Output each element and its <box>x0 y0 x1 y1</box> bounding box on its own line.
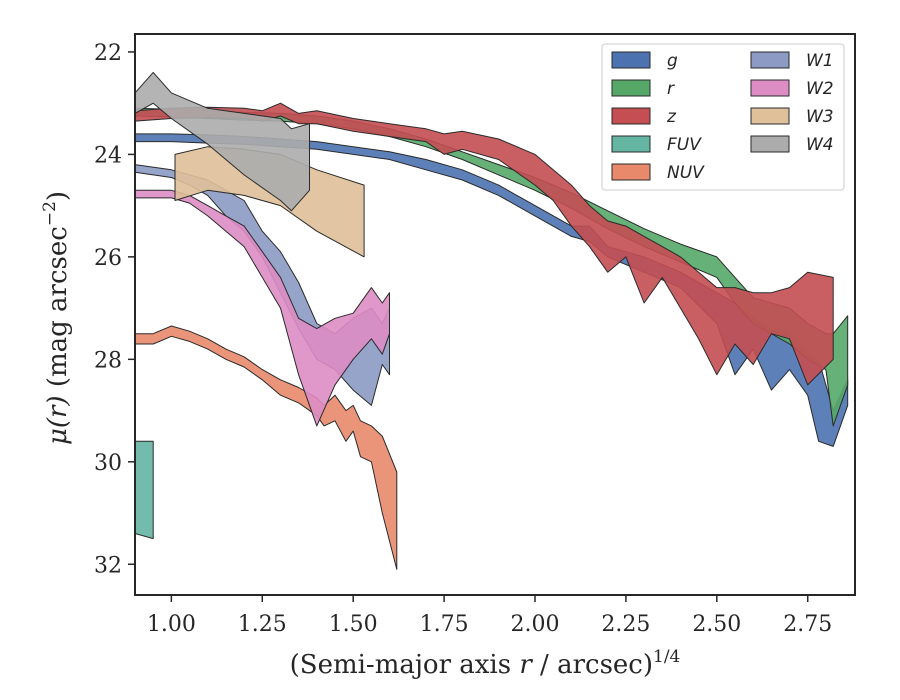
plot-frame <box>134 33 856 596</box>
legend-swatch-g <box>611 51 651 69</box>
legend-swatch-r <box>611 79 651 97</box>
legend-label-nuv: NUV <box>667 163 705 183</box>
band-series-group <box>134 71 849 570</box>
y-tick-label: 22 <box>94 41 122 66</box>
legend-label-w4: W4 <box>806 135 834 155</box>
legend-swatch-w2 <box>750 79 790 97</box>
legend-label-r: r <box>667 79 675 99</box>
y-tick-label: 30 <box>94 451 122 476</box>
x-tick-label: 1.50 <box>329 612 378 637</box>
legend-label-g: g <box>667 51 678 71</box>
x-tick-label: 1.75 <box>420 612 469 637</box>
x-tick-label: 2.25 <box>601 612 650 637</box>
legend-label-w2: W2 <box>806 79 834 99</box>
y-axis: 22 24 26 28 30 32 <box>94 41 135 578</box>
legend-label-w1: W1 <box>806 51 834 71</box>
band-z <box>134 102 834 386</box>
band-nuv <box>134 325 398 570</box>
legend-swatch-nuv <box>611 163 651 181</box>
x-label-text: (Semi-major axis <box>290 650 520 680</box>
band-w4 <box>134 71 310 212</box>
x-axis: 1.00 1.25 1.50 1.75 2.00 2.25 2.50 2.75 <box>147 595 832 637</box>
legend-swatch-fuv <box>611 135 651 153</box>
legend-swatch-w1 <box>750 51 790 69</box>
y-tick-label: 26 <box>94 246 122 271</box>
x-label-text-end: / arcsec) <box>532 650 653 680</box>
y-label-symbol: μ(r) <box>43 395 73 445</box>
legend: grz FUV NUV W1 W2 W3 W4 <box>601 43 845 191</box>
legend-items: grz FUV NUV W1 W2 W3 W4 <box>611 51 834 183</box>
legend-swatch-w3 <box>750 107 790 125</box>
y-tick-label: 32 <box>94 553 122 578</box>
y-label-unit: (mag arcsec <box>43 226 73 395</box>
x-axis-label: (Semi-major axis r / arcsec)1/4 <box>290 647 681 680</box>
x-tick-label: 2.50 <box>692 612 741 637</box>
x-label-variable: r <box>519 650 533 680</box>
legend-swatch-z <box>611 107 651 125</box>
x-tick-label: 1.00 <box>147 612 196 637</box>
legend-swatch-w4 <box>750 135 790 153</box>
y-tick-label: 28 <box>94 348 122 373</box>
band-w2 <box>134 189 390 427</box>
x-tick-label: 2.75 <box>783 612 832 637</box>
y-tick-label: 24 <box>94 143 122 168</box>
legend-label-z: z <box>666 107 677 127</box>
x-label-exponent: 1/4 <box>653 647 680 667</box>
legend-label-fuv: FUV <box>667 135 702 155</box>
x-tick-label: 2.00 <box>511 612 560 637</box>
y-axis-label: μ(r) (mag arcsec−2) <box>40 191 73 445</box>
y-label-exponent: −2 <box>40 201 60 226</box>
band-fuv <box>134 440 154 540</box>
x-tick-label: 1.25 <box>238 612 287 637</box>
legend-label-w3: W3 <box>806 107 834 127</box>
y-label-close: ) <box>43 191 73 201</box>
